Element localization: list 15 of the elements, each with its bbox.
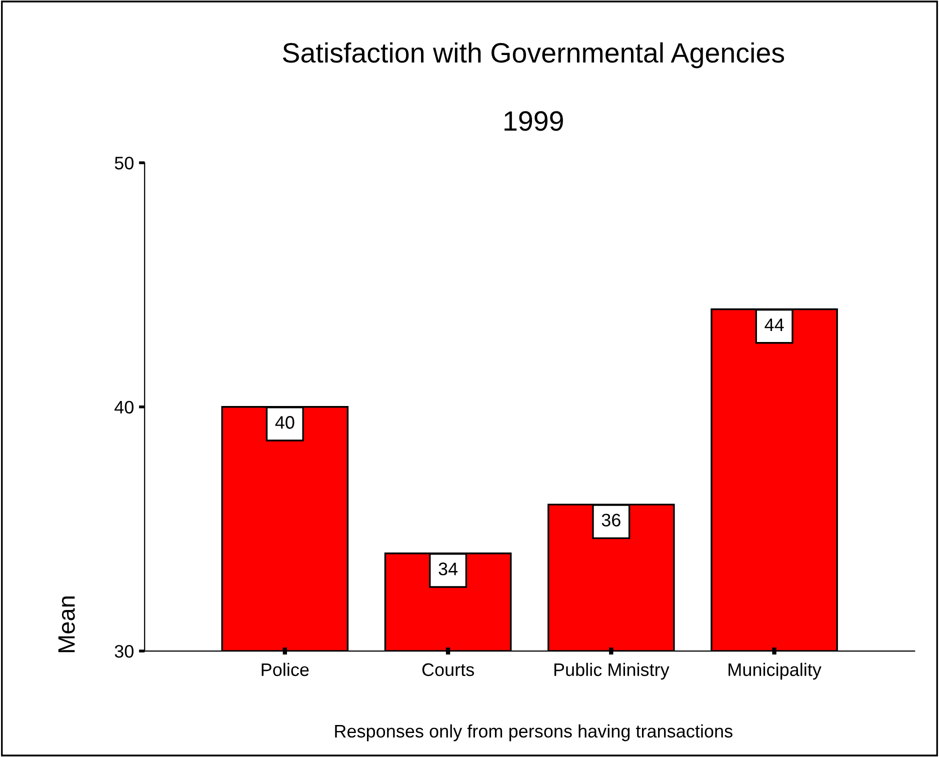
data-label: 40 [275, 416, 294, 429]
x-tick-label: Public Ministry [554, 662, 670, 680]
data-label: 44 [764, 318, 784, 331]
y-tick-label: 50 [114, 156, 134, 170]
y-axis-title: Mean [58, 596, 75, 652]
chart-title: Satisfaction with Governmental Agencies [282, 42, 784, 68]
data-label: 34 [438, 562, 458, 576]
x-tick-label: Police [262, 662, 309, 676]
x-tick-label: Courts [422, 663, 474, 676]
data-label: 36 [602, 514, 620, 526]
chart-subtitle: 1999 [504, 111, 563, 131]
x-tick-label: Municipality [728, 662, 822, 680]
x-axis-title: Responses only from persons having transactions [335, 724, 732, 742]
y-tick-label: 40 [114, 400, 134, 414]
y-tick-label: 30 [114, 644, 134, 658]
